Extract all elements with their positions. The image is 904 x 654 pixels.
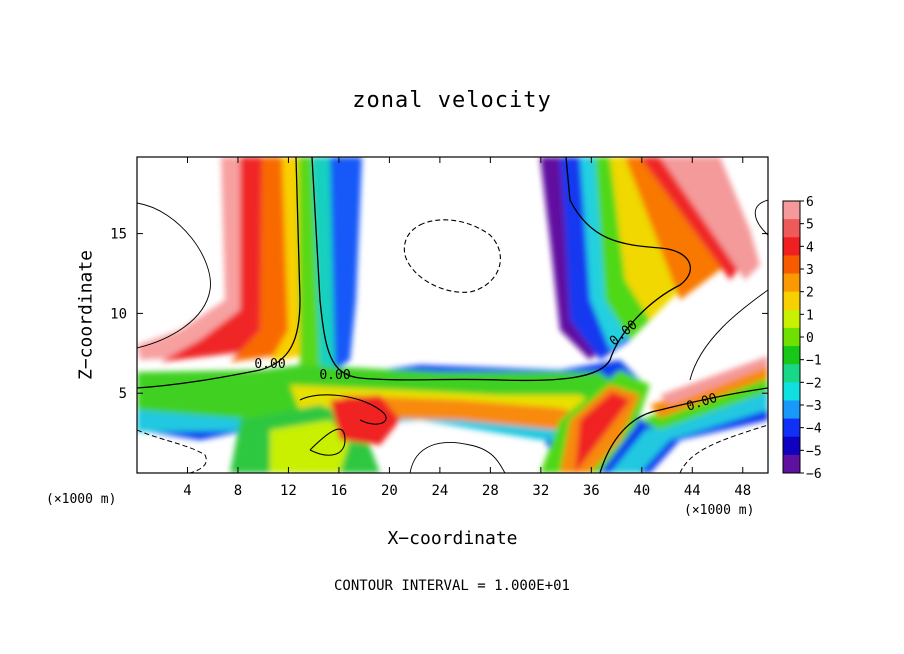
x-tick-label: 32	[532, 483, 549, 499]
colorbar-swatch	[783, 273, 800, 293]
x-tick-label: 40	[633, 483, 650, 499]
y-axis-label: Z−coordinate	[75, 249, 97, 381]
colorbar-swatch	[783, 436, 800, 456]
contour-dashed-br	[679, 424, 768, 473]
colorbar-swatch	[783, 454, 800, 474]
x-axis-label: X−coordinate	[387, 528, 518, 549]
plot-frame	[136, 156, 769, 474]
contour-bottom-zero	[599, 387, 768, 473]
colorbar-tick-label: −2	[806, 376, 822, 391]
band-br-pink	[660, 356, 768, 405]
x-tick-label: 16	[330, 483, 347, 499]
x-tick-label: 36	[583, 483, 600, 499]
x-tick-label: 24	[431, 483, 448, 499]
colorbar-swatch	[783, 382, 800, 401]
velocity-field: 0.000.000.000.00	[137, 157, 768, 473]
bottom-red-patch	[330, 395, 400, 445]
colorbar-swatch	[783, 364, 800, 383]
colorbar-tick-label: −1	[806, 354, 822, 369]
y-tick-label: 5	[119, 386, 127, 402]
colorbar-tick-label: 5	[806, 218, 814, 233]
colorbar-swatch	[783, 309, 800, 329]
x-tick-label: 12	[280, 483, 297, 499]
colorbar-tick-label: 6	[806, 195, 814, 210]
x-tick-label: 20	[381, 483, 398, 499]
colorbar-swatch	[783, 201, 800, 220]
chart-title: zonal velocity	[352, 88, 552, 113]
colorbar-swatch	[783, 255, 800, 275]
contour-inner-b	[309, 428, 346, 456]
colorbar-tick-label: 4	[806, 240, 814, 255]
contour-label: 0.00	[319, 368, 350, 383]
x-unit-label-right: (×1000 m)	[684, 503, 755, 518]
colorbar-swatch	[783, 219, 800, 238]
contour-bottom-mid	[409, 442, 506, 473]
contour-center-zero	[311, 157, 692, 382]
plume-left-yellow	[270, 157, 304, 362]
jet-center-blue	[330, 157, 362, 370]
colorbar-swatch	[783, 291, 800, 311]
colorbar-swatch	[783, 346, 800, 365]
colorbar-tick-label: 2	[806, 286, 814, 301]
colorbar-tick-label: −3	[806, 399, 822, 414]
contour-label: 0.00	[254, 357, 285, 372]
colorbar-tick-label: −4	[806, 422, 822, 437]
colorbar-tick-label: 0	[806, 331, 814, 346]
colorbar-tick-label: 1	[806, 308, 814, 323]
band-br-cyan	[610, 390, 768, 473]
x-unit-label-left: (×1000 m)	[46, 492, 117, 507]
contour-left-zero	[137, 157, 301, 389]
contour-dashed-bl	[137, 429, 207, 473]
velocity-field-fill	[137, 157, 768, 473]
colorbar-swatch	[783, 237, 800, 256]
x-tick-label: 4	[183, 483, 191, 499]
contour-interval-note: CONTOUR INTERVAL = 1.000E+01	[333, 578, 570, 594]
x-tick-label: 28	[482, 483, 499, 499]
colorbar-tick-label: 3	[806, 263, 814, 278]
layer-orange	[340, 395, 600, 430]
colorbar-swatch	[783, 400, 800, 420]
contour-dashed-top	[403, 219, 501, 293]
colorbar-swatch	[783, 418, 800, 438]
contour-right-thin-b	[689, 289, 768, 381]
y-tick-label: 10	[110, 306, 127, 322]
colorbar-swatch	[783, 327, 800, 347]
contour-inner-a	[299, 394, 387, 425]
plume-right-pink	[660, 157, 760, 280]
colorbar-tick-label: −5	[806, 444, 822, 459]
contour-left-outer	[137, 202, 211, 349]
branch-right-red	[575, 392, 630, 473]
colorbar-tick-label: −6	[806, 467, 822, 482]
x-tick-label: 44	[684, 483, 701, 499]
y-tick-label: 15	[110, 227, 127, 243]
x-tick-label: 8	[234, 483, 242, 499]
x-tick-label: 48	[734, 483, 751, 499]
contour-right-thin	[754, 199, 768, 236]
